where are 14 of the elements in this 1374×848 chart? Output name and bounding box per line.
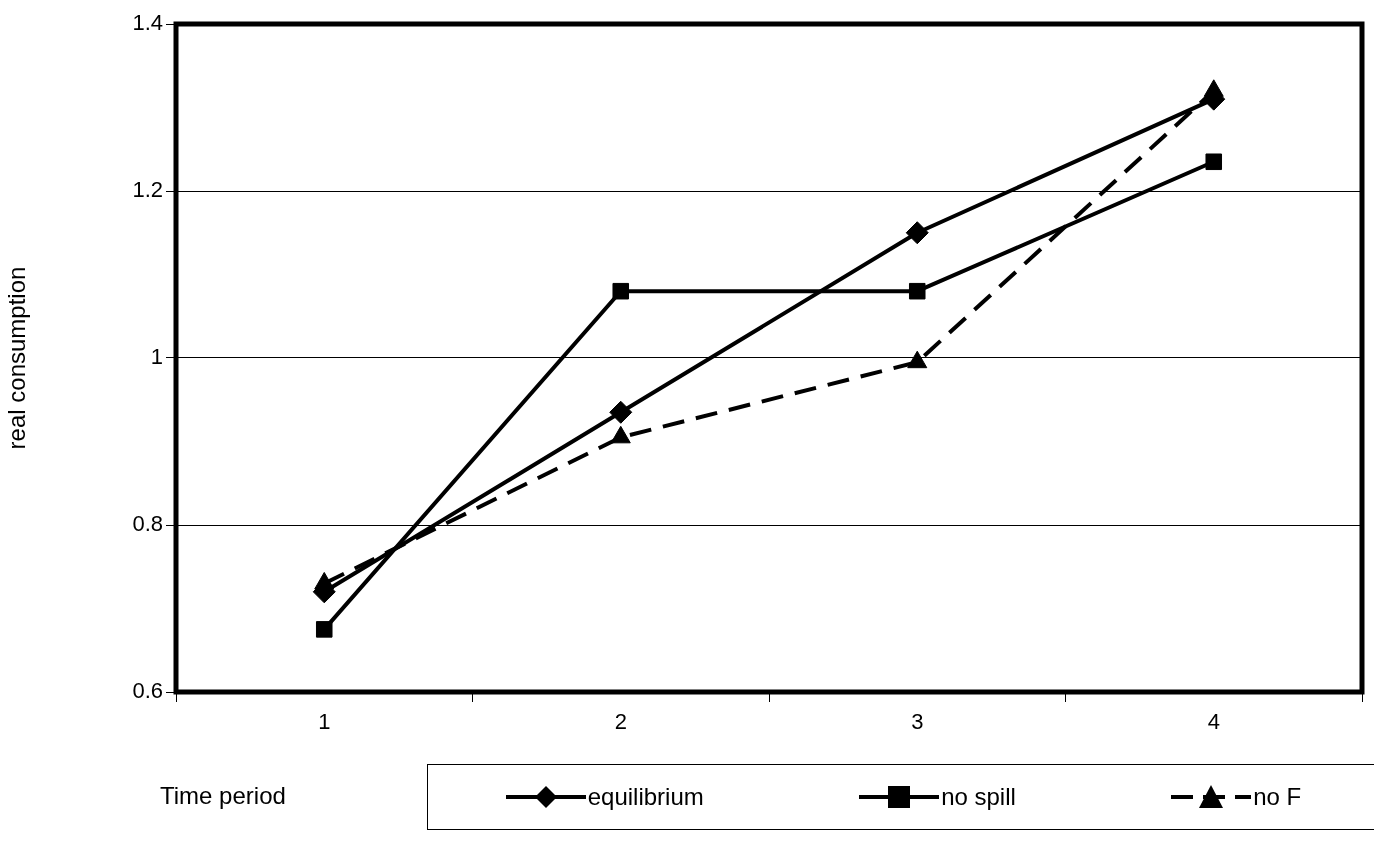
x-tick-label: 1: [318, 709, 331, 735]
y-tick-label: 0.8: [132, 511, 163, 537]
y-axis-title: real consumption: [3, 266, 31, 450]
y-tick-label: 1.2: [132, 177, 163, 203]
x-tick-label: 4: [1207, 709, 1220, 735]
x-axis-title: Time period: [160, 782, 286, 810]
y-tick-label: 0.6: [132, 678, 163, 704]
legend-label: no F: [1253, 783, 1302, 811]
legend-label: equilibrium: [587, 783, 704, 811]
legend-label: no spill: [941, 783, 1016, 811]
y-tick-label: 1: [150, 344, 163, 370]
x-tick-label: 2: [614, 709, 627, 735]
x-tick-label: 3: [911, 709, 924, 735]
y-tick-label: 1.4: [132, 10, 163, 36]
